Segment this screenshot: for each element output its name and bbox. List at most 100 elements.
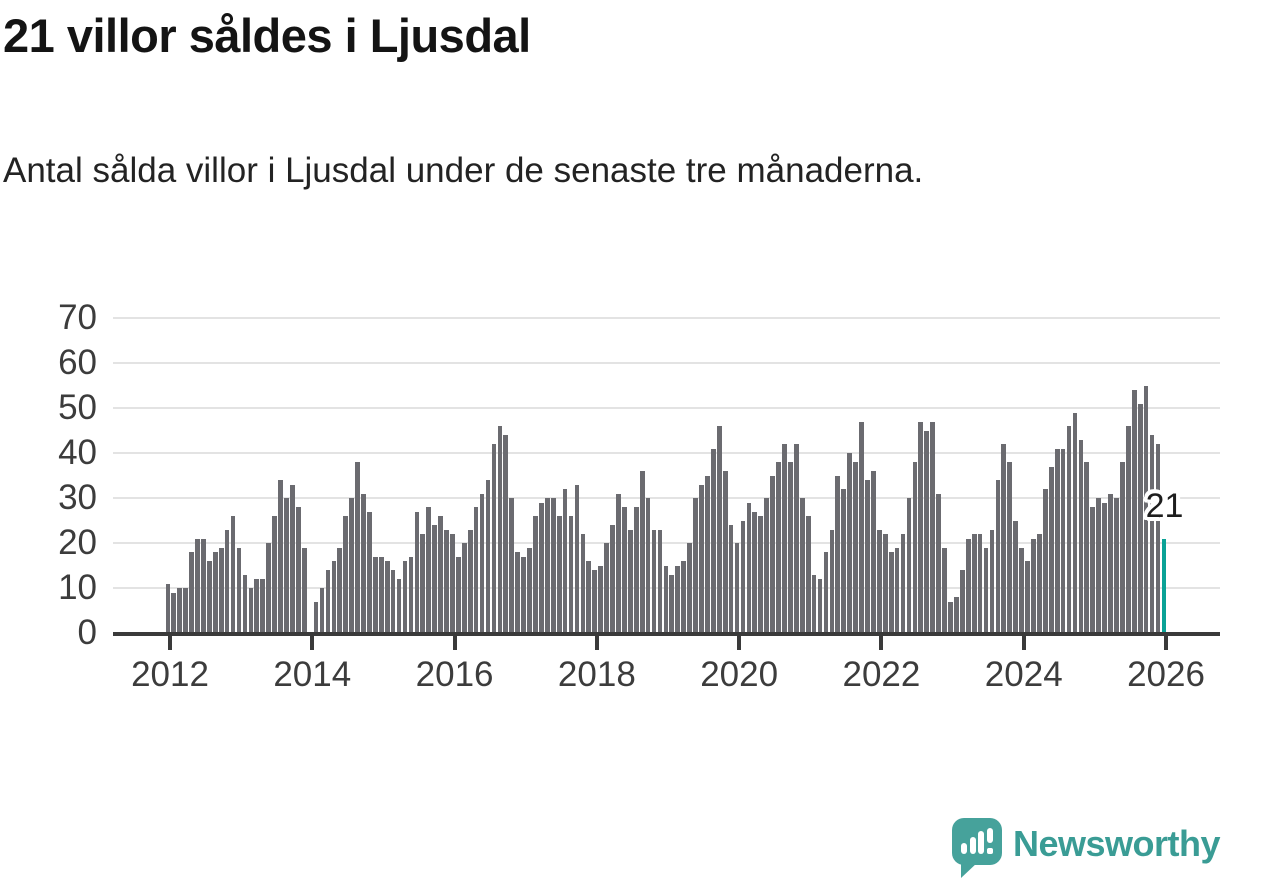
bar [936,493,941,633]
bar [829,529,835,633]
x-tick-2022 [879,636,884,650]
bar [604,543,609,633]
bar [930,421,936,633]
bar [639,471,645,633]
bar [527,547,532,633]
bar [977,534,983,633]
bar [823,552,829,633]
bar [207,561,212,633]
bar [740,520,746,633]
bar [361,493,366,633]
y-axis-label-60: 60 [58,343,97,382]
x-axis-label-2014: 2014 [273,655,352,694]
bar [1108,493,1113,633]
bar [503,435,509,633]
bar [598,565,603,633]
bar [396,579,402,633]
bar [1042,489,1048,633]
bar [859,421,864,633]
x-tick-2024 [1021,636,1026,650]
x-tick-2020 [737,636,742,650]
bar [1155,444,1161,633]
logo-bubble-icon [952,818,1002,865]
y-axis-label-10: 10 [58,568,97,607]
bar [663,565,669,633]
bar [853,462,858,633]
bar [224,529,230,633]
bar [295,507,301,633]
bar [301,547,307,633]
x-axis-label-2020: 2020 [700,655,779,694]
bar [384,561,390,633]
bar [402,561,408,633]
logo-exclamation-icon [986,828,993,843]
bar [622,507,627,633]
bar [657,529,663,633]
bar [906,498,912,633]
bar [817,579,823,633]
bar [586,561,592,633]
bar [574,484,580,633]
bar [1054,448,1060,633]
bar [218,547,224,633]
x-axis-label-2026: 2026 [1127,655,1205,694]
bar [651,529,657,633]
bar [924,430,930,633]
x-axis-label-2024: 2024 [984,655,1063,694]
bar [971,534,977,633]
bar [645,498,651,633]
bar [1072,412,1078,633]
bar [1048,466,1054,633]
bar [331,561,337,633]
y-axis-label-40: 40 [58,433,97,472]
bar [254,579,260,633]
bar [758,516,764,633]
bar [716,426,722,633]
bar [669,574,675,633]
last-value-label: 21 [1145,486,1184,525]
bar [793,444,799,633]
highlighted-bar [1161,538,1167,633]
bar [420,534,426,633]
bar [171,592,177,633]
bar [627,529,633,633]
bar [888,552,894,633]
bar [195,538,200,633]
gridline-30 [113,497,1220,499]
x-axis-label-2016: 2016 [415,655,494,694]
bar [580,534,586,633]
bar [284,498,289,633]
bar [236,547,242,633]
bar [1143,385,1149,633]
bar [1013,520,1019,633]
gridline-40 [113,452,1220,454]
x-axis-line [113,632,1220,636]
logo-chart-bar-icon [961,843,967,854]
bar [1120,462,1125,633]
bar [467,529,473,633]
bar [349,498,354,633]
bar [1137,403,1143,633]
bar [456,556,461,633]
bar [746,502,752,633]
bar [912,462,918,633]
bar [948,601,953,633]
bar [1096,498,1102,633]
bar [242,574,248,633]
bar [610,525,615,633]
bar [248,588,254,633]
bar [776,462,781,633]
bar [1025,561,1030,633]
x-tick-2012 [168,636,172,650]
bar [544,498,550,633]
bar [633,507,639,633]
bar [847,453,853,633]
bar [1102,502,1107,633]
bar [841,489,847,633]
gridline-70 [113,317,1220,319]
x-axis-label-2018: 2018 [557,655,636,694]
bar [497,426,503,633]
bar [1001,444,1007,633]
bar [1060,448,1066,633]
